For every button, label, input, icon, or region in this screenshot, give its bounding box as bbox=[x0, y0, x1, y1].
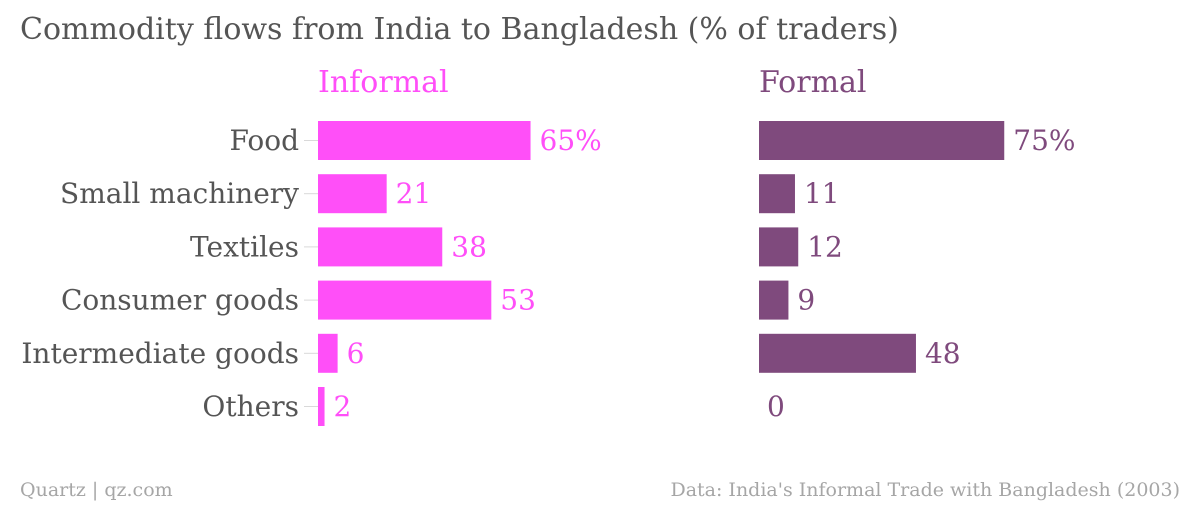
informal-value-label-consumer-goods: 53 bbox=[500, 284, 536, 317]
informal-bar-textiles bbox=[318, 227, 443, 267]
category-label-others: Others bbox=[202, 390, 299, 423]
informal-value-label-others: 2 bbox=[334, 390, 352, 423]
informal-bar-food bbox=[318, 121, 531, 160]
category-label-food: Food bbox=[229, 124, 299, 157]
formal-bar-small-machinery bbox=[759, 174, 795, 214]
formal-value-label-textiles: 12 bbox=[807, 230, 843, 263]
informal-bar-consumer-goods bbox=[318, 280, 492, 320]
informal-value-label-textiles: 38 bbox=[451, 230, 487, 263]
formal-value-label-food: 75% bbox=[1013, 124, 1075, 157]
formal-panel-title: Formal bbox=[759, 65, 867, 100]
informal-value-label-small-machinery: 21 bbox=[396, 177, 432, 210]
category-label-consumer-goods: Consumer goods bbox=[61, 284, 299, 317]
formal-panel: Formal 75% 11 12 9 48 0 bbox=[759, 65, 1075, 423]
informal-panel: Informal 65% 21 38 53 6 2 bbox=[318, 65, 602, 426]
informal-value-label-food: 65% bbox=[540, 124, 602, 157]
footer-source-right: Data: India's Informal Trade with Bangla… bbox=[670, 479, 1180, 501]
informal-value-label-intermediate-goods: 6 bbox=[347, 337, 365, 370]
formal-bar-intermediate-goods bbox=[759, 333, 916, 373]
category-label-intermediate-goods: Intermediate goods bbox=[21, 337, 299, 370]
formal-value-label-others: 0 bbox=[767, 390, 785, 423]
informal-bar-intermediate-goods bbox=[318, 333, 338, 373]
informal-bar-others bbox=[318, 387, 325, 426]
category-labels: Food Small machinery Textiles Consumer good… bbox=[21, 124, 318, 423]
formal-value-label-consumer-goods: 9 bbox=[797, 284, 815, 317]
formal-value-label-small-machinery: 11 bbox=[804, 177, 840, 210]
chart-title: Commodity flows from India to Bangladesh… bbox=[20, 12, 899, 47]
formal-bar-textiles bbox=[759, 227, 799, 267]
formal-value-label-intermediate-goods: 48 bbox=[925, 337, 961, 370]
informal-panel-title: Informal bbox=[318, 65, 449, 100]
footer-source-left: Quartz | qz.com bbox=[20, 479, 173, 501]
category-label-small-machinery: Small machinery bbox=[60, 177, 299, 210]
formal-bar-consumer-goods bbox=[759, 280, 789, 320]
formal-bar-food bbox=[759, 121, 1005, 160]
category-label-textiles: Textiles bbox=[190, 230, 299, 263]
informal-bar-small-machinery bbox=[318, 174, 387, 214]
